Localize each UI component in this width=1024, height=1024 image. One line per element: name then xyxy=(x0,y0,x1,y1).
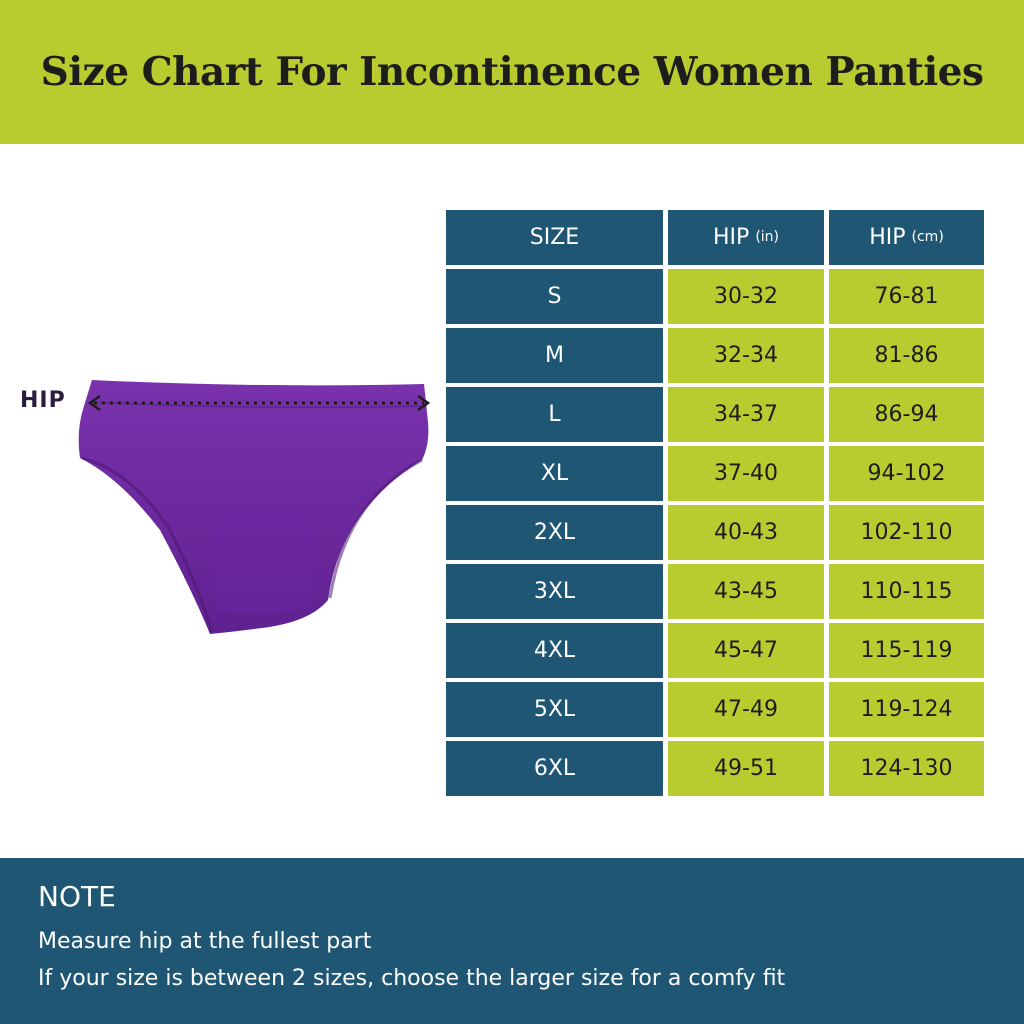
hip-in-cell: 49-51 xyxy=(668,741,824,796)
hip-in-cell: 34-37 xyxy=(668,387,824,442)
hip-cm-cell: 76-81 xyxy=(829,269,984,324)
size-cell: 3XL xyxy=(446,564,663,619)
note-line: Measure hip at the fullest part xyxy=(38,929,372,954)
hip-in-cell: 45-47 xyxy=(668,623,824,678)
hip-label: HIP xyxy=(20,388,66,413)
size-table: SIZE HIP (in) HIP (cm) S 30-32 76-81 M 3… xyxy=(446,210,984,796)
hip-cm-cell: 102-110 xyxy=(829,505,984,560)
size-cell: 4XL xyxy=(446,623,663,678)
hip-in-cell: 43-45 xyxy=(668,564,824,619)
page-title: Size Chart For Incontinence Women Pantie… xyxy=(40,49,984,95)
size-cell: M xyxy=(446,328,663,383)
hip-cm-cell: 81-86 xyxy=(829,328,984,383)
header-hip-cm: HIP (cm) xyxy=(829,210,984,265)
hip-in-cell: 32-34 xyxy=(668,328,824,383)
header-hip-in: HIP (in) xyxy=(668,210,824,265)
arrow-left-icon xyxy=(87,394,101,412)
hip-in-cell: 37-40 xyxy=(668,446,824,501)
hip-in-cell: 40-43 xyxy=(668,505,824,560)
panties-image xyxy=(78,380,431,634)
size-cell: 2XL xyxy=(446,505,663,560)
hip-in-cell: 30-32 xyxy=(668,269,824,324)
hip-cm-cell: 110-115 xyxy=(829,564,984,619)
size-cell: 5XL xyxy=(446,682,663,737)
size-cell: L xyxy=(446,387,663,442)
garment-illustration: HIP xyxy=(10,360,440,650)
hip-cm-cell: 119-124 xyxy=(829,682,984,737)
title-banner: Size Chart For Incontinence Women Pantie… xyxy=(0,0,1024,144)
hip-cm-cell: 124-130 xyxy=(829,741,984,796)
hip-cm-cell: 86-94 xyxy=(829,387,984,442)
note-section: NOTE Measure hip at the fullest part If … xyxy=(0,858,1024,1024)
note-line: If your size is between 2 sizes, choose … xyxy=(38,966,786,991)
size-cell: XL xyxy=(446,446,663,501)
size-cell: 6XL xyxy=(446,741,663,796)
header-size: SIZE xyxy=(446,210,663,265)
size-cell: S xyxy=(446,269,663,324)
note-title: NOTE xyxy=(38,880,116,913)
hip-cm-cell: 115-119 xyxy=(829,623,984,678)
hip-in-cell: 47-49 xyxy=(668,682,824,737)
hip-cm-cell: 94-102 xyxy=(829,446,984,501)
arrow-right-icon xyxy=(417,394,431,412)
garment-body xyxy=(78,380,429,634)
